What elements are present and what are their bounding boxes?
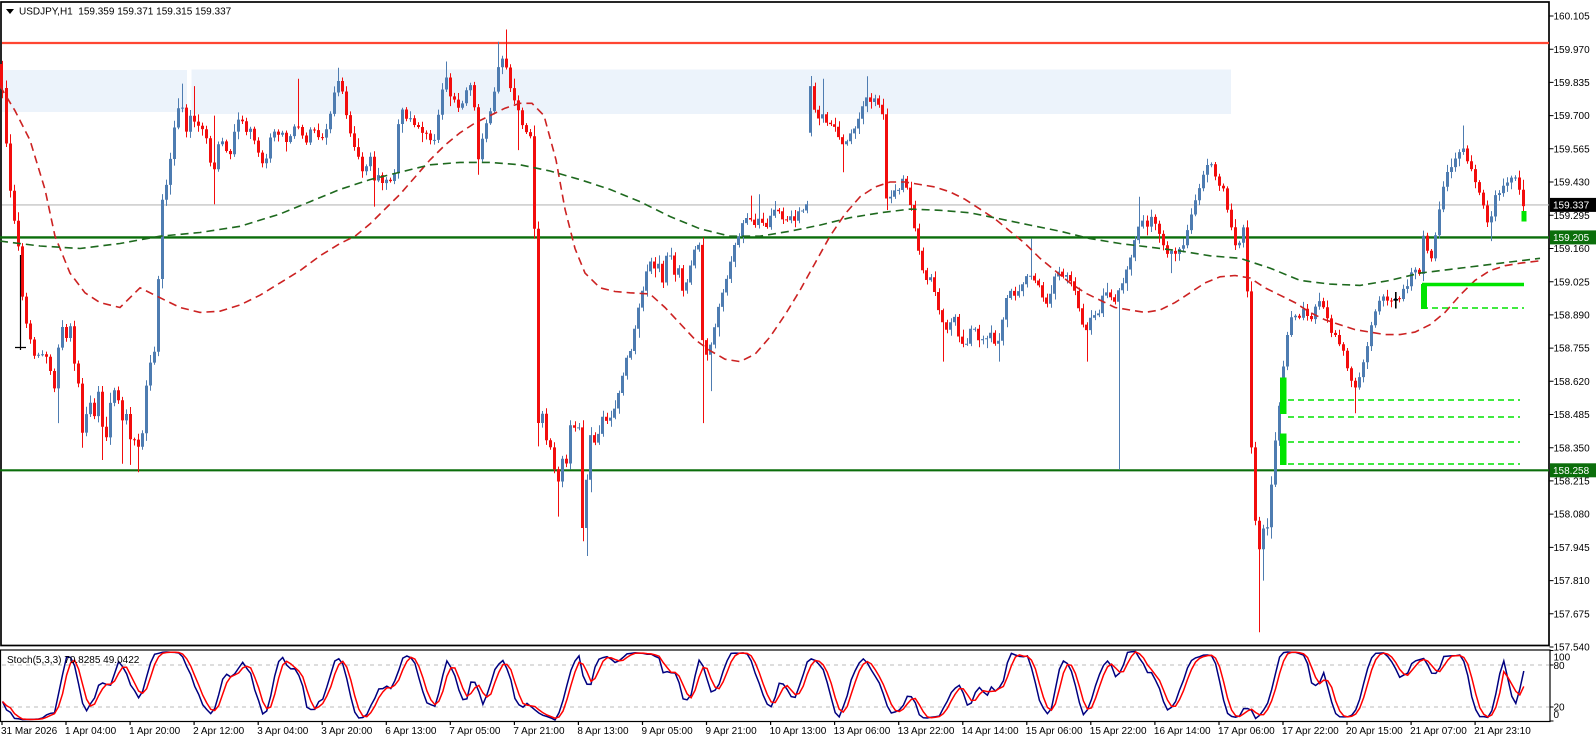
svg-text:31 Mar 2026: 31 Mar 2026	[1, 726, 58, 737]
svg-text:158.890: 158.890	[1554, 311, 1591, 322]
svg-text:158.755: 158.755	[1554, 344, 1591, 355]
svg-text:157.810: 157.810	[1554, 576, 1591, 587]
svg-text:158.620: 158.620	[1554, 377, 1591, 388]
svg-text:159.970: 159.970	[1554, 45, 1591, 56]
svg-text:158.080: 158.080	[1554, 510, 1591, 521]
svg-text:20 Apr 15:00: 20 Apr 15:00	[1346, 726, 1403, 737]
svg-text:158.215: 158.215	[1554, 477, 1591, 488]
svg-text:0: 0	[1554, 710, 1560, 721]
svg-text:9 Apr 05:00: 9 Apr 05:00	[642, 726, 694, 737]
svg-text:21 Apr 23:10: 21 Apr 23:10	[1474, 726, 1531, 737]
svg-text:157.945: 157.945	[1554, 543, 1591, 554]
svg-text:3 Apr 20:00: 3 Apr 20:00	[321, 726, 373, 737]
svg-text:3 Apr 04:00: 3 Apr 04:00	[257, 726, 309, 737]
svg-text:8 Apr 13:00: 8 Apr 13:00	[577, 726, 629, 737]
svg-text:2 Apr 12:00: 2 Apr 12:00	[193, 726, 245, 737]
svg-text:159.025: 159.025	[1554, 277, 1591, 288]
svg-text:1 Apr 20:00: 1 Apr 20:00	[129, 726, 181, 737]
svg-text:9 Apr 21:00: 9 Apr 21:00	[706, 726, 758, 737]
svg-text:20: 20	[1554, 703, 1566, 714]
svg-text:16 Apr 14:00: 16 Apr 14:00	[1154, 726, 1211, 737]
svg-text:10 Apr 13:00: 10 Apr 13:00	[770, 726, 827, 737]
svg-text:7 Apr 05:00: 7 Apr 05:00	[449, 726, 501, 737]
svg-text:17 Apr 06:00: 17 Apr 06:00	[1218, 726, 1275, 737]
svg-text:159.205: 159.205	[1553, 233, 1590, 244]
svg-text:159.337: 159.337	[1553, 201, 1590, 212]
svg-text:USDJPY,H1 159.359 159.371 159: USDJPY,H1 159.359 159.371 159.315 159.33…	[19, 7, 232, 18]
svg-text:100: 100	[1554, 653, 1571, 664]
svg-text:157.540: 157.540	[1554, 643, 1591, 654]
svg-text:15 Apr 22:00: 15 Apr 22:00	[1090, 726, 1147, 737]
svg-text:159.700: 159.700	[1554, 111, 1591, 122]
svg-text:158.485: 158.485	[1554, 410, 1591, 421]
svg-text:15 Apr 06:00: 15 Apr 06:00	[1026, 726, 1083, 737]
svg-text:17 Apr 22:00: 17 Apr 22:00	[1282, 726, 1339, 737]
svg-text:6 Apr 13:00: 6 Apr 13:00	[385, 726, 437, 737]
svg-text:159.565: 159.565	[1554, 144, 1591, 155]
svg-text:14 Apr 14:00: 14 Apr 14:00	[962, 726, 1019, 737]
svg-text:158.258: 158.258	[1553, 466, 1590, 477]
svg-text:158.350: 158.350	[1554, 443, 1591, 454]
svg-text:80: 80	[1554, 661, 1566, 672]
svg-text:21 Apr 07:00: 21 Apr 07:00	[1410, 726, 1467, 737]
svg-text:13 Apr 06:00: 13 Apr 06:00	[834, 726, 891, 737]
svg-text:1 Apr 04:00: 1 Apr 04:00	[65, 726, 117, 737]
svg-text:159.295: 159.295	[1554, 211, 1591, 222]
svg-text:159.835: 159.835	[1554, 78, 1591, 89]
svg-text:Stoch(5,3,3) 70.8285 49.0422: Stoch(5,3,3) 70.8285 49.0422	[7, 655, 140, 666]
svg-text:159.430: 159.430	[1554, 178, 1591, 189]
svg-text:159.160: 159.160	[1554, 244, 1591, 255]
svg-text:13 Apr 22:00: 13 Apr 22:00	[898, 726, 955, 737]
svg-text:157.675: 157.675	[1554, 609, 1591, 620]
svg-text:160.105: 160.105	[1554, 12, 1591, 23]
svg-text:7 Apr 21:00: 7 Apr 21:00	[513, 726, 565, 737]
